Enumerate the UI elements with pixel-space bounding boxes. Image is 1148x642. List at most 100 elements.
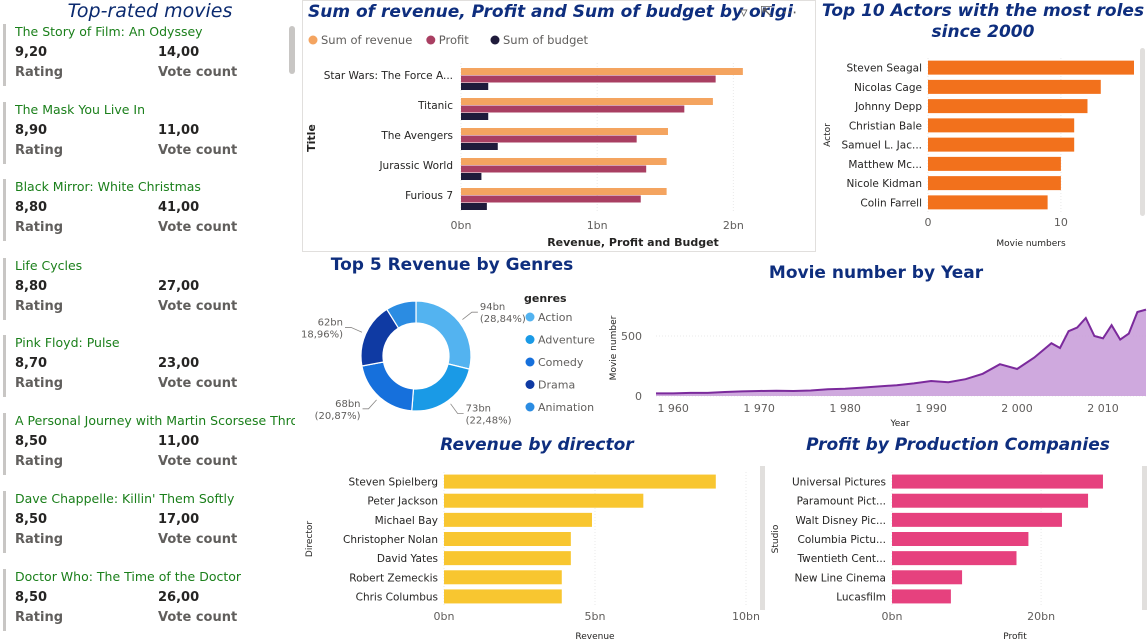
- x-tick-label: 5bn: [585, 610, 606, 623]
- bar: [928, 176, 1061, 191]
- legend-marker: [525, 402, 535, 412]
- movie-title: The Story of Film: An Odyssey: [15, 24, 203, 39]
- category-label: Matthew Mc...: [848, 159, 922, 171]
- x-axis-title: Revenue: [575, 632, 615, 642]
- bar: [461, 113, 489, 120]
- slice-value-label: 68bn: [335, 399, 360, 410]
- movie-rating-value: 8,80: [15, 279, 48, 294]
- x-tick-label: 1bn: [587, 219, 608, 232]
- area-line: [656, 308, 1147, 395]
- movie-vote-count-value: 11,00: [158, 123, 200, 138]
- movie-rating-label: Rating: [15, 220, 64, 235]
- y-tick-label: 500: [621, 330, 642, 343]
- category-label: Titanic: [417, 100, 453, 112]
- movie-title: Pink Floyd: Pulse: [15, 335, 120, 350]
- company-chart-scrollbar[interactable]: [1142, 466, 1147, 610]
- movie-vote-count-label: Vote count: [158, 454, 238, 469]
- movie-card[interactable]: Pink Floyd: Pulse 8,70 23,00 Rating Vote cou…: [3, 335, 287, 397]
- donut-slice: [411, 363, 471, 412]
- movie-card[interactable]: A Personal Journey with Martin Scorsese …: [3, 413, 295, 475]
- movie-vote-count-label: Vote count: [158, 610, 238, 625]
- legend-label: Profit: [439, 33, 469, 47]
- y-tick-label: 0: [635, 390, 642, 403]
- revenue-chart-title-suffix: i: [787, 2, 793, 22]
- x-axis-title: Revenue, Profit and Budget: [547, 236, 719, 249]
- x-tick-label: 2 000: [1001, 402, 1033, 415]
- slice-value-label: 94bn: [480, 302, 505, 313]
- movie-rating-value: 8,50: [15, 434, 48, 449]
- legend-label: Action: [538, 311, 572, 324]
- movies-scrollbar[interactable]: [289, 26, 295, 74]
- director-chart-divider: [760, 466, 765, 610]
- x-tick-label: 0bn: [434, 610, 455, 623]
- bar: [892, 570, 963, 585]
- movie-vote-count-value: 17,00: [158, 512, 200, 527]
- movie-title: A Personal Journey with Martin Scorsese …: [15, 413, 295, 428]
- movie-rating-label: Rating: [15, 143, 64, 158]
- legend-marker: [426, 35, 436, 45]
- filter-icon[interactable]: ▿: [740, 4, 748, 21]
- movie-vote-count-value: 26,00: [158, 590, 200, 605]
- movie-vote-count-label: Vote count: [158, 299, 238, 314]
- focus-mode-icon[interactable]: ⇱: [760, 4, 773, 21]
- category-label: The Avengers: [380, 130, 453, 142]
- bar: [461, 195, 641, 203]
- movie-rating-value: 8,70: [15, 356, 48, 371]
- bar: [892, 493, 1089, 508]
- legend-label: Comedy: [538, 356, 584, 369]
- x-tick-label: 0: [925, 216, 932, 229]
- slice-percent-label: (22,48%): [466, 416, 512, 427]
- x-tick-label: 10bn: [732, 610, 760, 623]
- revenue-by-director-canvas: 0bn 5bn 10bn Steven Spielberg Peter Jackson M…: [305, 472, 760, 642]
- bar: [461, 135, 637, 143]
- bar: [892, 512, 1062, 527]
- movie-title: Black Mirror: White Christmas: [15, 179, 201, 194]
- bar: [892, 551, 1017, 566]
- x-axis-title: Year: [889, 419, 909, 429]
- category-label: Steven Seagal: [847, 63, 922, 75]
- category-label: Johnny Depp: [854, 101, 922, 113]
- movie-rating-label: Rating: [15, 610, 64, 625]
- bar: [928, 99, 1088, 114]
- category-label: New Line Cinema: [795, 572, 887, 584]
- movie-rating-label: Rating: [15, 299, 64, 314]
- x-tick-label: 1 960: [657, 402, 689, 415]
- top-actors-title: Top 10 Actors with the most roles since …: [818, 1, 1148, 43]
- top-actors-chart: Top 10 Actors with the most roles since …: [818, 0, 1148, 252]
- label-leader: [362, 399, 377, 410]
- category-label: Universal Pictures: [792, 477, 886, 489]
- bar: [444, 493, 644, 508]
- movie-card[interactable]: Doctor Who: The Time of the Doctor 8,50 26…: [3, 569, 287, 631]
- category-label: Colin Farrell: [860, 197, 922, 209]
- movie-card[interactable]: The Mask You Live In 8,90 11,00 Rating Vote …: [3, 102, 287, 164]
- y-axis-title: Title: [305, 124, 318, 152]
- bar: [892, 474, 1103, 489]
- bar: [444, 570, 562, 585]
- legend-title: genres: [524, 292, 567, 305]
- donut-slice: [415, 300, 472, 370]
- slice-value-label: 62bn: [318, 317, 343, 328]
- more-options-icon[interactable]: ⋯: [782, 4, 798, 21]
- top-rated-movies-title: Top-rated movies: [67, 0, 233, 22]
- bar: [461, 98, 713, 105]
- movie-card[interactable]: Black Mirror: White Christmas 8,80 41,00 Ra…: [3, 179, 287, 241]
- top-actors-scrollbar[interactable]: [1140, 48, 1145, 216]
- x-tick-label: 20bn: [1027, 610, 1055, 623]
- legend-marker: [525, 380, 535, 389]
- category-label: Star Wars: The Force A...: [324, 70, 453, 82]
- y-axis-title: Movie number: [609, 315, 619, 380]
- bar: [892, 532, 1029, 546]
- movie-card[interactable]: Dave Chappelle: Killin' Them Softly 8,50 1…: [3, 491, 287, 553]
- movie-title: Doctor Who: The Time of the Doctor: [15, 569, 242, 584]
- bar: [461, 203, 487, 210]
- bar: [444, 532, 571, 546]
- y-axis-title: Studio: [771, 524, 781, 553]
- movie-rating-value: 9,20: [15, 45, 48, 60]
- visual-header-icons: ▿ ⇱ ⋯: [740, 3, 797, 21]
- legend-marker: [525, 357, 535, 367]
- movie-vote-count-label: Vote count: [158, 376, 238, 391]
- movie-card[interactable]: The Story of Film: An Odyssey 9,20 14,00 Ra…: [3, 24, 287, 86]
- movie-card[interactable]: Life Cycles 8,80 27,00 Rating Vote count: [3, 258, 287, 320]
- legend-label: Sum of revenue: [321, 33, 412, 47]
- x-tick-label: 1 970: [743, 402, 775, 415]
